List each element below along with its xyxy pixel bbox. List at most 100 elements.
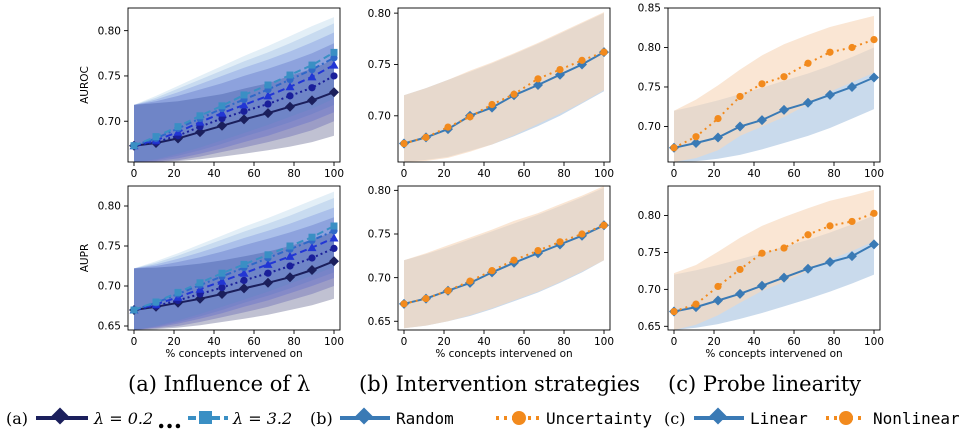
data-point-b-auroc-1-2 [444,123,452,131]
series-line-a-aupr-4 [133,225,335,311]
legend-label-nonlinear: Nonlinear [873,409,959,428]
data-point-a-auroc-2-6 [263,91,273,100]
x-tick-label: 40 [477,168,490,180]
plot-frame-a-auroc [127,7,341,163]
legend-label-uncertainty: Uncertainty [546,409,652,428]
y-tick-label: 0.80 [368,185,391,197]
y-axis-label: AUPR [79,244,91,273]
x-tick-label: 80 [287,336,300,348]
data-point-c-aupr-0-2 [713,295,723,306]
data-point-c-aupr-1-3 [736,265,744,274]
data-point-c-auroc-1-9 [870,35,878,44]
x-tick-label: 40 [477,336,490,348]
data-point-a-auroc-0-7 [285,101,295,112]
data-point-b-auroc-1-5 [510,90,518,98]
x-tick-label: 60 [517,168,530,180]
data-point-c-aupr-0-4 [757,280,767,291]
data-point-a-aupr-1-4 [218,284,226,292]
data-point-a-auroc-1-5 [240,107,248,115]
chart-panel-a-auroc: 0.70 0.75 0.80 0 20 40 60 80 100 AUROC [79,7,344,180]
confidence-band-a-aupr-3 [134,198,334,330]
data-point-c-auroc-0-2 [713,132,723,143]
y-tick-label: 0.75 [98,241,121,253]
y-tick-label: 0.65 [368,316,391,328]
series-line-c-aupr-1 [673,212,875,313]
chart-panel-c-aupr: 0.65 0.70 0.75 0.80 0 20 40 60 80 100 % concepts i… [638,185,884,360]
x-axis-label: % concepts intervened on [165,348,302,360]
data-point-a-aupr-0-8 [307,265,317,275]
data-point-c-aupr-1-1 [692,300,700,308]
series-line-a-aupr-0 [133,260,335,311]
data-point-c-auroc-0-3 [735,121,745,132]
data-point-c-aupr-0-6 [803,263,813,274]
data-point-c-auroc-1-7 [826,48,834,56]
data-point-b-aupr-1-9 [600,221,608,229]
data-point-a-auroc-1-8 [308,84,316,92]
series-line-a-auroc-2 [133,64,335,147]
x-tick-label: 20 [707,336,720,348]
data-point-a-auroc-4-4 [218,102,226,110]
data-point-a-auroc-2-7 [285,82,295,91]
data-point-a-auroc-4-8 [308,61,316,69]
data-point-a-aupr-4-4 [218,269,226,277]
chart-panel-a-aupr: 0.65 0.70 0.75 0.80 0 20 40 60 80 100 AUPR % concep… [79,185,344,360]
data-point-c-aupr-0-5 [779,272,789,283]
data-point-c-aupr-1-5 [780,244,788,252]
data-point-a-auroc-4-0 [130,142,138,150]
x-tick-label: 20 [437,336,450,348]
legend-marker-lambda-first [51,407,69,425]
series-line-b-auroc-0 [403,51,605,145]
data-point-a-auroc-4-5 [240,91,248,99]
data-point-a-aupr-1-7 [286,262,294,270]
data-point-c-auroc-0-4 [757,115,767,126]
data-point-a-auroc-1-9 [330,72,338,80]
data-point-a-auroc-4-9 [330,48,338,56]
x-tick-label: 80 [287,168,300,180]
legend-ellipsis: ... [157,405,182,431]
x-tick-label: 0 [401,336,408,348]
legend-label-lambda-first: λ = 0.2 [93,409,153,428]
data-point-b-aupr-1-5 [510,256,518,264]
x-tick-label: 100 [864,168,884,180]
x-tick-label: 100 [594,336,614,348]
data-point-a-auroc-4-2 [174,123,182,131]
data-point-c-aupr-0-9 [869,239,879,250]
data-point-a-aupr-0-7 [285,272,295,283]
x-axis-label: % concepts intervened on [435,348,572,360]
data-point-a-aupr-1-9 [330,244,338,252]
x-tick-label: 100 [594,168,614,180]
data-point-b-auroc-1-3 [466,113,474,121]
x-tick-label: 40 [207,336,220,348]
data-point-a-auroc-0-9 [329,87,339,98]
data-point-b-aupr-1-3 [466,277,474,285]
data-point-c-aupr-0-3 [735,288,745,299]
data-point-c-auroc-1-5 [780,73,788,81]
data-point-a-aupr-0-6 [263,277,273,288]
data-point-c-auroc-1-2 [714,114,722,123]
legend-label-linear: Linear [750,409,808,428]
data-point-a-aupr-1-6 [264,269,272,277]
data-point-a-auroc-0-8 [307,95,317,106]
legend-tag-c: (c) [664,409,685,428]
data-point-b-auroc-1-8 [578,56,586,64]
y-tick-label: 0.70 [638,121,661,133]
data-point-a-aupr-2-6 [263,259,273,268]
legend-marker-nonlinear [839,411,853,425]
data-point-a-aupr-4-2 [174,288,182,296]
data-point-a-aupr-4-6 [264,251,272,259]
x-tick-label: 0 [671,336,678,348]
data-point-a-aupr-4-8 [308,233,316,241]
data-point-c-auroc-0-8 [847,81,857,92]
data-point-a-aupr-2-9 [329,233,339,242]
data-point-a-auroc-0-5 [239,114,249,125]
data-point-b-auroc-1-1 [422,133,430,141]
data-point-b-auroc-0-6 [533,80,543,90]
series-line-a-auroc-4 [133,51,335,147]
x-tick-label: 100 [864,336,884,348]
data-point-b-aupr-1-2 [444,287,452,295]
x-tick-label: 0 [671,168,678,180]
series-line-a-auroc-1 [133,75,335,147]
data-point-c-aupr-1-7 [826,222,834,230]
y-axis-label: AUROC [79,66,91,104]
